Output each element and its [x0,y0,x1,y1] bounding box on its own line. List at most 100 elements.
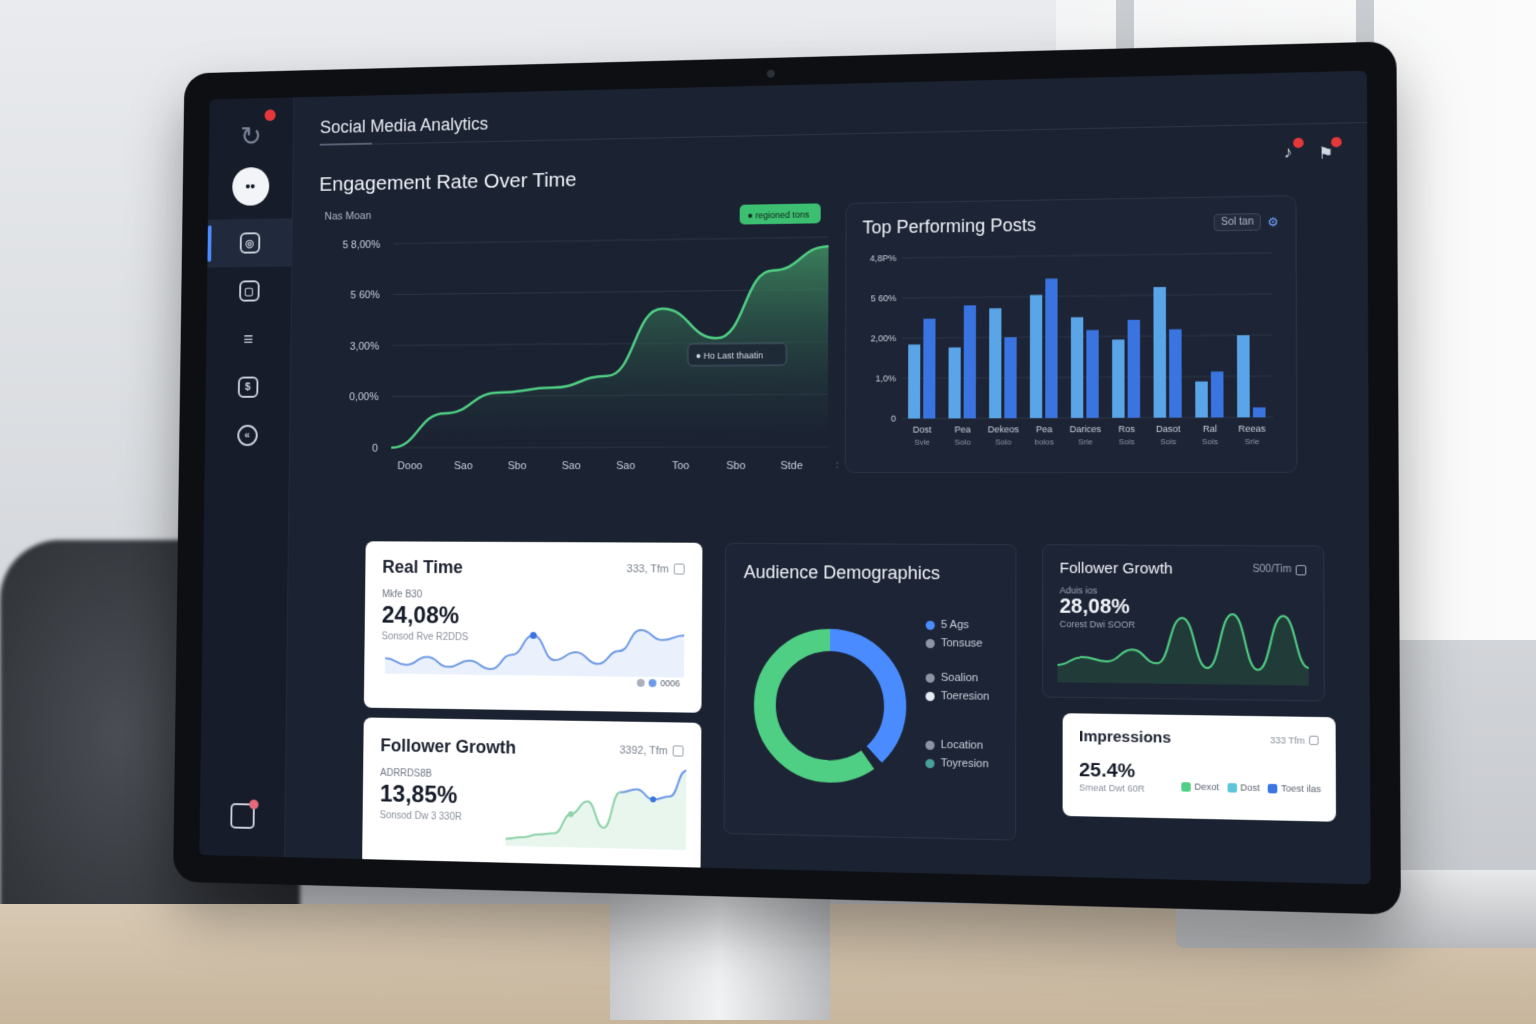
bar[interactable] [1112,340,1124,418]
legend-label: 5 Ags [941,619,969,631]
x-tick-label: Pea [1036,424,1053,434]
camera [767,70,775,78]
x-tick-label: Dooo [397,460,422,472]
bar[interactable] [1169,329,1182,417]
bar[interactable] [1211,371,1224,417]
legend-item: Soalion [926,668,990,687]
share-icon: $ [237,377,258,398]
x-tick-label: Stde [780,460,803,472]
sliders-icon: ≡ [238,328,259,349]
sidebar-item-3[interactable]: $ [205,363,290,412]
sidebar-nav: ◎ ▢ ≡ $ « [205,218,292,459]
x-tick-label: Dasot [1156,424,1181,435]
x-tick-sublabel: Solo [995,437,1011,446]
expand-icon[interactable] [673,745,684,756]
legend-dot [925,740,934,749]
bar[interactable] [1071,317,1083,418]
gear-icon[interactable]: ⚙ [1267,214,1278,229]
bar[interactable] [908,344,920,418]
expand-icon[interactable] [1296,565,1307,575]
x-tick-label: Darices [1070,424,1102,435]
real-time-legend: 0006 [637,678,680,689]
x-tick-label: Pea [954,424,970,434]
expand-icon[interactable] [1309,736,1319,746]
bar[interactable] [1237,335,1250,417]
legend-swatch [1268,784,1278,794]
bar[interactable] [1086,330,1098,418]
bar[interactable] [1004,337,1016,418]
legend-dot [649,679,657,687]
legend-item: Dexot [1182,781,1219,792]
engagement-title: Engagement Rate Over Time [319,163,829,196]
x-tick-label: Sao [616,460,635,472]
sidebar-item-1[interactable]: ▢ [207,266,292,315]
sidebar-item-4[interactable]: « [205,411,290,459]
follower-growth-dark-meta-text: S00/Tim [1252,564,1291,576]
bar[interactable] [1030,295,1042,418]
audience-demographics-card: Audience Demographics 5 Ags Tonsuse Soalio… [724,543,1017,841]
flag-icon[interactable]: ⚑ [1316,143,1335,164]
legend-label: Tonsuse [941,637,983,650]
x-tick-sublabel: Solo [954,437,970,446]
bar[interactable] [1153,287,1166,418]
app-title: Social Media Analytics [320,114,489,138]
legend-swatch [1182,782,1191,792]
legend-label: Toyresion [941,757,989,770]
bar[interactable] [1128,320,1141,418]
refresh-icon[interactable]: ↻ [234,119,268,154]
follower-growth-card: Follower Growth 3392, Tfm ADRRDS8B 13,85… [362,717,701,873]
bar[interactable] [964,305,976,418]
flag-badge [1331,137,1342,147]
sidebar-item-2[interactable]: ≡ [206,315,291,364]
x-tick-sublabel: Sols [1202,437,1218,447]
follower-growth-meta: 3392, Tfm [619,744,683,757]
legend-label: Toeresion [941,690,990,703]
sidebar-item-0[interactable]: ◎ [207,218,292,267]
y-tick-label: 3,00% [350,341,380,353]
instagram-icon: ◎ [239,232,260,253]
top-posts-card: Top Performing Posts Sol tan ⚙ 0 1,0% 2,00… [845,195,1298,473]
legend-item: 5 Ags [926,616,990,635]
header-icons: ♪ ⚑ [1278,143,1335,165]
bar[interactable] [923,319,935,419]
impressions-card: Impressions 333 Tfm 25.4% Smeat Dwt 60R … [1063,713,1336,822]
bar[interactable] [1045,279,1057,419]
engagement-card: Engagement Rate Over Time Nas Moan 0 0,00… [316,163,829,483]
x-tick-sublabel: Srle [1078,437,1093,446]
real-time-chart [385,620,694,683]
bar[interactable] [1253,407,1266,417]
monitor-stand [610,880,830,1020]
x-tick-label: Ral [1203,423,1217,434]
bar[interactable] [948,347,960,418]
bar[interactable] [1195,381,1208,417]
follower-growth-dark-title: Follower Growth [1060,560,1173,578]
legend-dot [637,679,645,687]
real-time-legend-label: 0006 [660,678,680,688]
engagement-subtitle: Nas Moan [324,210,371,223]
notes-icon[interactable] [230,803,255,829]
notes-badge [249,800,258,810]
legend-item: Toest ilas [1268,783,1321,795]
title-divider-accent [320,143,372,146]
impressions-meta-text: 333 Tfm [1270,734,1305,745]
legend-item: Toyresion [925,754,989,774]
filter-button[interactable]: Sol tan [1214,213,1261,231]
legend-item: Toeresion [926,687,990,706]
legend-label: Dexot [1194,781,1219,792]
callout-mid: ● Ho Last thaatin [688,343,787,366]
bar[interactable] [989,308,1001,418]
expand-icon[interactable] [674,564,685,575]
avatar[interactable]: •• [232,167,269,206]
sidebar: ↻ •• ◎ ▢ ≡ $ « [199,97,294,857]
real-time-meta-text: 333, Tfm [627,563,669,575]
bell-icon[interactable]: ♪ [1278,144,1297,165]
monitor: ↻ •• ◎ ▢ ≡ $ « Social Media Analytics ♪ ⚑ En… [173,41,1401,915]
callout-top: ● regioned tons [740,203,821,224]
x-tick-sublabel: Svle [914,437,930,446]
y-tick-label: 2,00% [871,333,897,344]
impressions-meta: 333 Tfm [1270,734,1319,745]
legend-item: Location [925,736,989,755]
grid-line [393,237,828,244]
y-tick-label: 0,00% [349,392,379,404]
legend-dot [926,673,935,682]
